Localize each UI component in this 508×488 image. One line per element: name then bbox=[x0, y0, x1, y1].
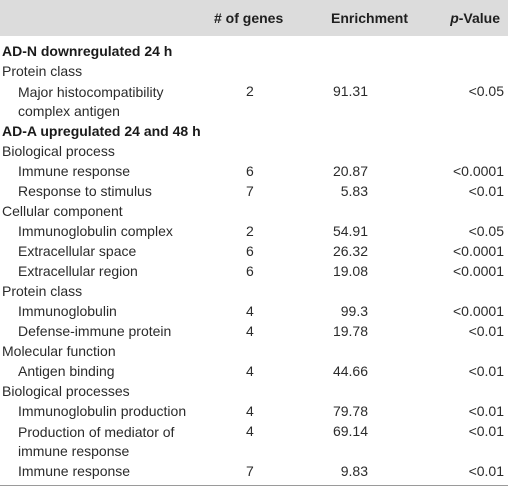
bottom-rule bbox=[0, 485, 508, 486]
category-row: Protein class bbox=[0, 60, 508, 80]
table-row: Immunoglobulin complex 2 54.91 <0.05 bbox=[0, 220, 508, 240]
genes-cell: 4 bbox=[246, 363, 254, 379]
term-label: Immunoglobulin complex bbox=[18, 223, 173, 239]
table-row: Defense-immune protein 4 19.78 <0.01 bbox=[0, 320, 508, 340]
category-row: Biological processes bbox=[0, 380, 508, 400]
pvalue-cell: <0.01 bbox=[468, 183, 504, 199]
pvalue-cell: <0.05 bbox=[468, 223, 504, 239]
header-pvalue: p-Value bbox=[450, 10, 500, 26]
pvalue-cell: <0.0001 bbox=[453, 263, 504, 279]
term-label: Antigen binding bbox=[18, 363, 115, 379]
table-row: Extracellular region 6 19.08 <0.0001 bbox=[0, 260, 508, 280]
enrichment-cell: 54.91 bbox=[332, 223, 368, 239]
enrichment-cell: 19.08 bbox=[332, 263, 368, 279]
table-row: Major histocompatibility complex antigen… bbox=[0, 80, 508, 119]
enrichment-cell: 19.78 bbox=[332, 323, 368, 339]
term-label: Defense-immune protein bbox=[18, 323, 172, 339]
section-title: AD-N downregulated 24 h bbox=[2, 43, 173, 59]
pvalue-cell: <0.01 bbox=[468, 463, 504, 479]
term-label: Extracellular region bbox=[18, 263, 138, 279]
term-label: Immune response bbox=[18, 463, 131, 479]
table-row: Immune response 7 9.83 <0.01 bbox=[0, 460, 508, 480]
genes-cell: 2 bbox=[246, 83, 254, 99]
term-label: Extracellular space bbox=[18, 243, 137, 259]
enrichment-cell: 44.66 bbox=[332, 363, 368, 379]
enrichment-cell: 91.31 bbox=[332, 83, 368, 99]
pvalue-cell: <0.0001 bbox=[453, 243, 504, 259]
table-row: Extracellular space 6 26.32 <0.0001 bbox=[0, 240, 508, 260]
pvalue-cell: <0.01 bbox=[468, 323, 504, 339]
table-body: AD-N downregulated 24 h Protein class Majo… bbox=[0, 40, 508, 480]
table-row: Immunoglobulin 4 99.3 <0.0001 bbox=[0, 300, 508, 320]
enrichment-cell: 20.87 bbox=[332, 163, 368, 179]
header-genes: # of genes bbox=[214, 10, 284, 26]
enrichment-cell: 99.3 bbox=[340, 303, 368, 319]
pvalue-cell: <0.0001 bbox=[453, 303, 504, 319]
genes-cell: 4 bbox=[246, 403, 254, 419]
genes-cell: 7 bbox=[246, 463, 254, 479]
category-row: Cellular component bbox=[0, 200, 508, 220]
table-row: Immunoglobulin production 4 79.78 <0.01 bbox=[0, 400, 508, 420]
section-title: AD-A upregulated 24 and 48 h bbox=[2, 123, 201, 139]
genes-cell: 4 bbox=[246, 323, 254, 339]
category-label: Biological processes bbox=[2, 383, 130, 399]
header-pvalue-suffix: -Value bbox=[458, 10, 500, 26]
category-label: Protein class bbox=[2, 63, 83, 79]
pvalue-cell: <0.01 bbox=[468, 423, 504, 439]
pvalue-cell: <0.01 bbox=[468, 403, 504, 419]
genes-cell: 6 bbox=[246, 163, 254, 179]
pvalue-cell: <0.0001 bbox=[453, 163, 504, 179]
term-label: Immunoglobulin bbox=[18, 303, 117, 319]
term-label: Immunoglobulin production bbox=[18, 403, 187, 419]
section-row: AD-A upregulated 24 and 48 h bbox=[0, 120, 508, 140]
term-label: Response to stimulus bbox=[18, 183, 152, 199]
table-row: Immune response 6 20.87 <0.0001 bbox=[0, 160, 508, 180]
genes-cell: 2 bbox=[246, 223, 254, 239]
table-header-row: # of genes Enrichment p-Value bbox=[0, 0, 508, 36]
pvalue-cell: <0.05 bbox=[468, 83, 504, 99]
category-row: Molecular function bbox=[0, 340, 508, 360]
category-label: Cellular component bbox=[2, 203, 123, 219]
genes-cell: 6 bbox=[246, 243, 254, 259]
genes-cell: 6 bbox=[246, 263, 254, 279]
category-label: Molecular function bbox=[2, 343, 116, 359]
category-row: Protein class bbox=[0, 280, 508, 300]
section-row: AD-N downregulated 24 h bbox=[0, 40, 508, 60]
genes-cell: 7 bbox=[246, 183, 254, 199]
header-enrichment: Enrichment bbox=[331, 10, 409, 26]
genes-cell: 4 bbox=[246, 303, 254, 319]
term-label: Immune response bbox=[18, 163, 131, 179]
table-row: Response to stimulus 7 5.83 <0.01 bbox=[0, 180, 508, 200]
pvalue-cell: <0.01 bbox=[468, 363, 504, 379]
category-row: Biological process bbox=[0, 140, 508, 160]
term-label: Production of mediator of immune respons… bbox=[18, 424, 175, 459]
genes-cell: 4 bbox=[246, 423, 254, 439]
term-label: Major histocompatibility complex antigen bbox=[18, 84, 164, 119]
enrichment-cell: 79.78 bbox=[332, 403, 368, 419]
enrichment-cell: 5.83 bbox=[340, 183, 368, 199]
enrichment-cell: 9.83 bbox=[340, 463, 368, 479]
table-row: Production of mediator of immune respons… bbox=[0, 420, 508, 459]
enrichment-cell: 26.32 bbox=[332, 243, 368, 259]
enrichment-cell: 69.14 bbox=[332, 423, 368, 439]
category-label: Biological process bbox=[2, 143, 115, 159]
table-row: Antigen binding 4 44.66 <0.01 bbox=[0, 360, 508, 380]
category-label: Protein class bbox=[2, 283, 83, 299]
